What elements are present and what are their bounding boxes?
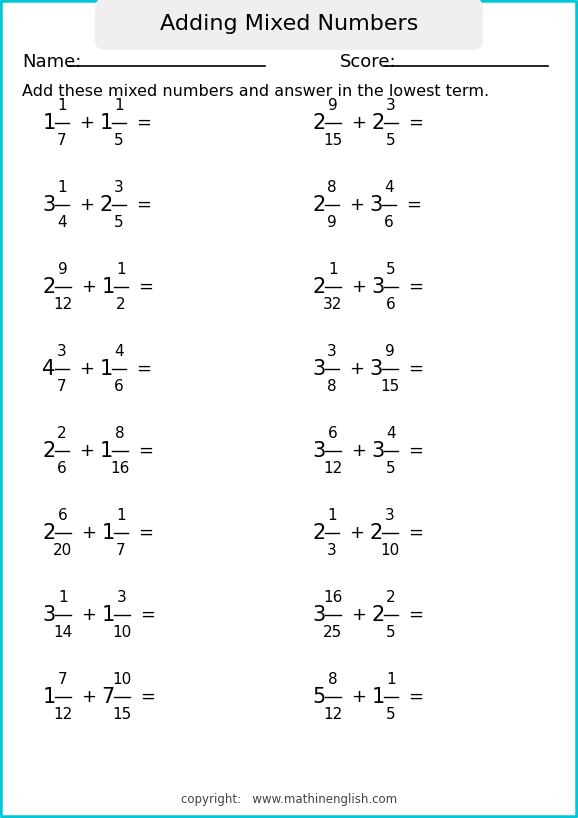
Text: =: = — [140, 606, 155, 624]
Text: 15: 15 — [380, 379, 399, 394]
Text: 3: 3 — [312, 605, 325, 625]
Text: 2: 2 — [372, 605, 384, 625]
Text: =: = — [408, 606, 423, 624]
Text: =: = — [140, 688, 155, 706]
Text: =: = — [138, 278, 153, 296]
Text: 3: 3 — [42, 195, 55, 215]
Text: 32: 32 — [323, 297, 343, 312]
Text: 7: 7 — [101, 687, 114, 707]
Text: =: = — [408, 360, 423, 378]
Text: Adding Mixed Numbers: Adding Mixed Numbers — [160, 14, 418, 34]
Text: 8: 8 — [115, 426, 125, 441]
Text: =: = — [408, 278, 423, 296]
Text: 9: 9 — [328, 98, 338, 113]
Text: 12: 12 — [53, 707, 73, 722]
Text: +: + — [81, 688, 96, 706]
Text: 8: 8 — [327, 180, 337, 195]
Text: 16: 16 — [110, 461, 129, 476]
Text: 7: 7 — [58, 672, 68, 687]
Text: 7: 7 — [57, 379, 67, 394]
Text: 6: 6 — [57, 461, 67, 476]
Text: 9: 9 — [58, 262, 68, 277]
Text: 3: 3 — [327, 344, 337, 359]
Text: 2: 2 — [312, 523, 325, 543]
Text: 10: 10 — [380, 543, 399, 558]
Text: 5: 5 — [114, 133, 124, 148]
Text: 3: 3 — [42, 605, 55, 625]
Text: 3: 3 — [312, 441, 325, 461]
Text: 5: 5 — [386, 461, 396, 476]
Text: Score:: Score: — [340, 53, 397, 71]
Text: 1: 1 — [101, 277, 114, 297]
Text: 6: 6 — [384, 215, 394, 230]
Text: 9: 9 — [385, 344, 395, 359]
Text: =: = — [138, 442, 153, 460]
Text: 2: 2 — [42, 441, 55, 461]
Text: Add these mixed numbers and answer in the lowest term.: Add these mixed numbers and answer in th… — [22, 84, 489, 100]
Text: +: + — [81, 524, 96, 542]
Text: 1: 1 — [57, 98, 67, 113]
Text: +: + — [81, 606, 96, 624]
Text: 1: 1 — [372, 687, 384, 707]
Text: 3: 3 — [57, 344, 67, 359]
Text: =: = — [138, 524, 153, 542]
Text: 5: 5 — [386, 707, 396, 722]
Text: +: + — [79, 442, 94, 460]
Text: 6: 6 — [386, 297, 396, 312]
Text: +: + — [351, 606, 366, 624]
Text: 3: 3 — [372, 441, 384, 461]
Text: 10: 10 — [112, 672, 132, 687]
Text: +: + — [351, 114, 366, 132]
Text: +: + — [351, 688, 366, 706]
Text: 2: 2 — [57, 426, 67, 441]
FancyBboxPatch shape — [95, 0, 483, 50]
Text: 2: 2 — [386, 590, 396, 605]
Text: 5: 5 — [386, 133, 396, 148]
Text: =: = — [408, 442, 423, 460]
Text: 12: 12 — [323, 707, 343, 722]
Text: 1: 1 — [328, 262, 338, 277]
Text: =: = — [408, 524, 423, 542]
Text: 5: 5 — [114, 215, 124, 230]
Text: 14: 14 — [53, 625, 73, 640]
Text: =: = — [136, 114, 151, 132]
Text: 6: 6 — [58, 508, 68, 523]
Text: =: = — [136, 196, 151, 214]
Text: 2: 2 — [372, 113, 384, 133]
Text: 4: 4 — [384, 180, 394, 195]
Text: 4: 4 — [114, 344, 124, 359]
Text: 3: 3 — [386, 98, 396, 113]
Text: 12: 12 — [323, 461, 343, 476]
Text: 4: 4 — [57, 215, 67, 230]
Text: 5: 5 — [386, 262, 396, 277]
Text: 3: 3 — [385, 508, 395, 523]
Text: 1: 1 — [99, 113, 113, 133]
Text: 7: 7 — [57, 133, 67, 148]
Text: 2: 2 — [312, 195, 325, 215]
Text: 3: 3 — [327, 543, 337, 558]
Text: =: = — [406, 196, 421, 214]
Text: 1: 1 — [42, 113, 55, 133]
Text: 1: 1 — [386, 672, 396, 687]
Text: +: + — [351, 442, 366, 460]
Text: 1: 1 — [99, 359, 113, 379]
Text: 2: 2 — [312, 113, 325, 133]
Text: 3: 3 — [312, 359, 325, 379]
Text: 1: 1 — [101, 605, 114, 625]
Text: +: + — [81, 278, 96, 296]
Text: 1: 1 — [58, 590, 68, 605]
Text: 2: 2 — [42, 523, 55, 543]
Text: 8: 8 — [327, 379, 337, 394]
Text: 10: 10 — [112, 625, 132, 640]
Text: +: + — [349, 524, 364, 542]
Text: Name:: Name: — [22, 53, 81, 71]
Text: 1: 1 — [116, 508, 126, 523]
Text: 1: 1 — [101, 523, 114, 543]
Text: copyright:   www.mathinenglish.com: copyright: www.mathinenglish.com — [181, 793, 397, 806]
Text: 15: 15 — [323, 133, 343, 148]
Text: +: + — [79, 114, 94, 132]
Text: 5: 5 — [312, 687, 325, 707]
Text: 9: 9 — [327, 215, 337, 230]
Text: =: = — [408, 688, 423, 706]
